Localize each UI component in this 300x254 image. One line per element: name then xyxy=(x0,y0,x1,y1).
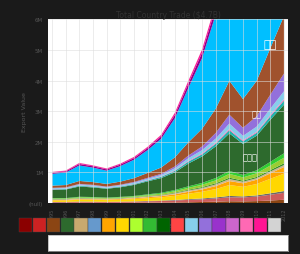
X-axis label: Year: Year xyxy=(160,222,175,228)
Y-axis label: Export Value: Export Value xyxy=(22,92,28,132)
Title: Total Country Trade ($4.7B): Total Country Trade ($4.7B) xyxy=(116,11,220,20)
Text: 纹织品: 纹织品 xyxy=(242,153,257,162)
Text: 机械: 机械 xyxy=(264,40,277,50)
Text: 金属: 金属 xyxy=(252,110,262,119)
